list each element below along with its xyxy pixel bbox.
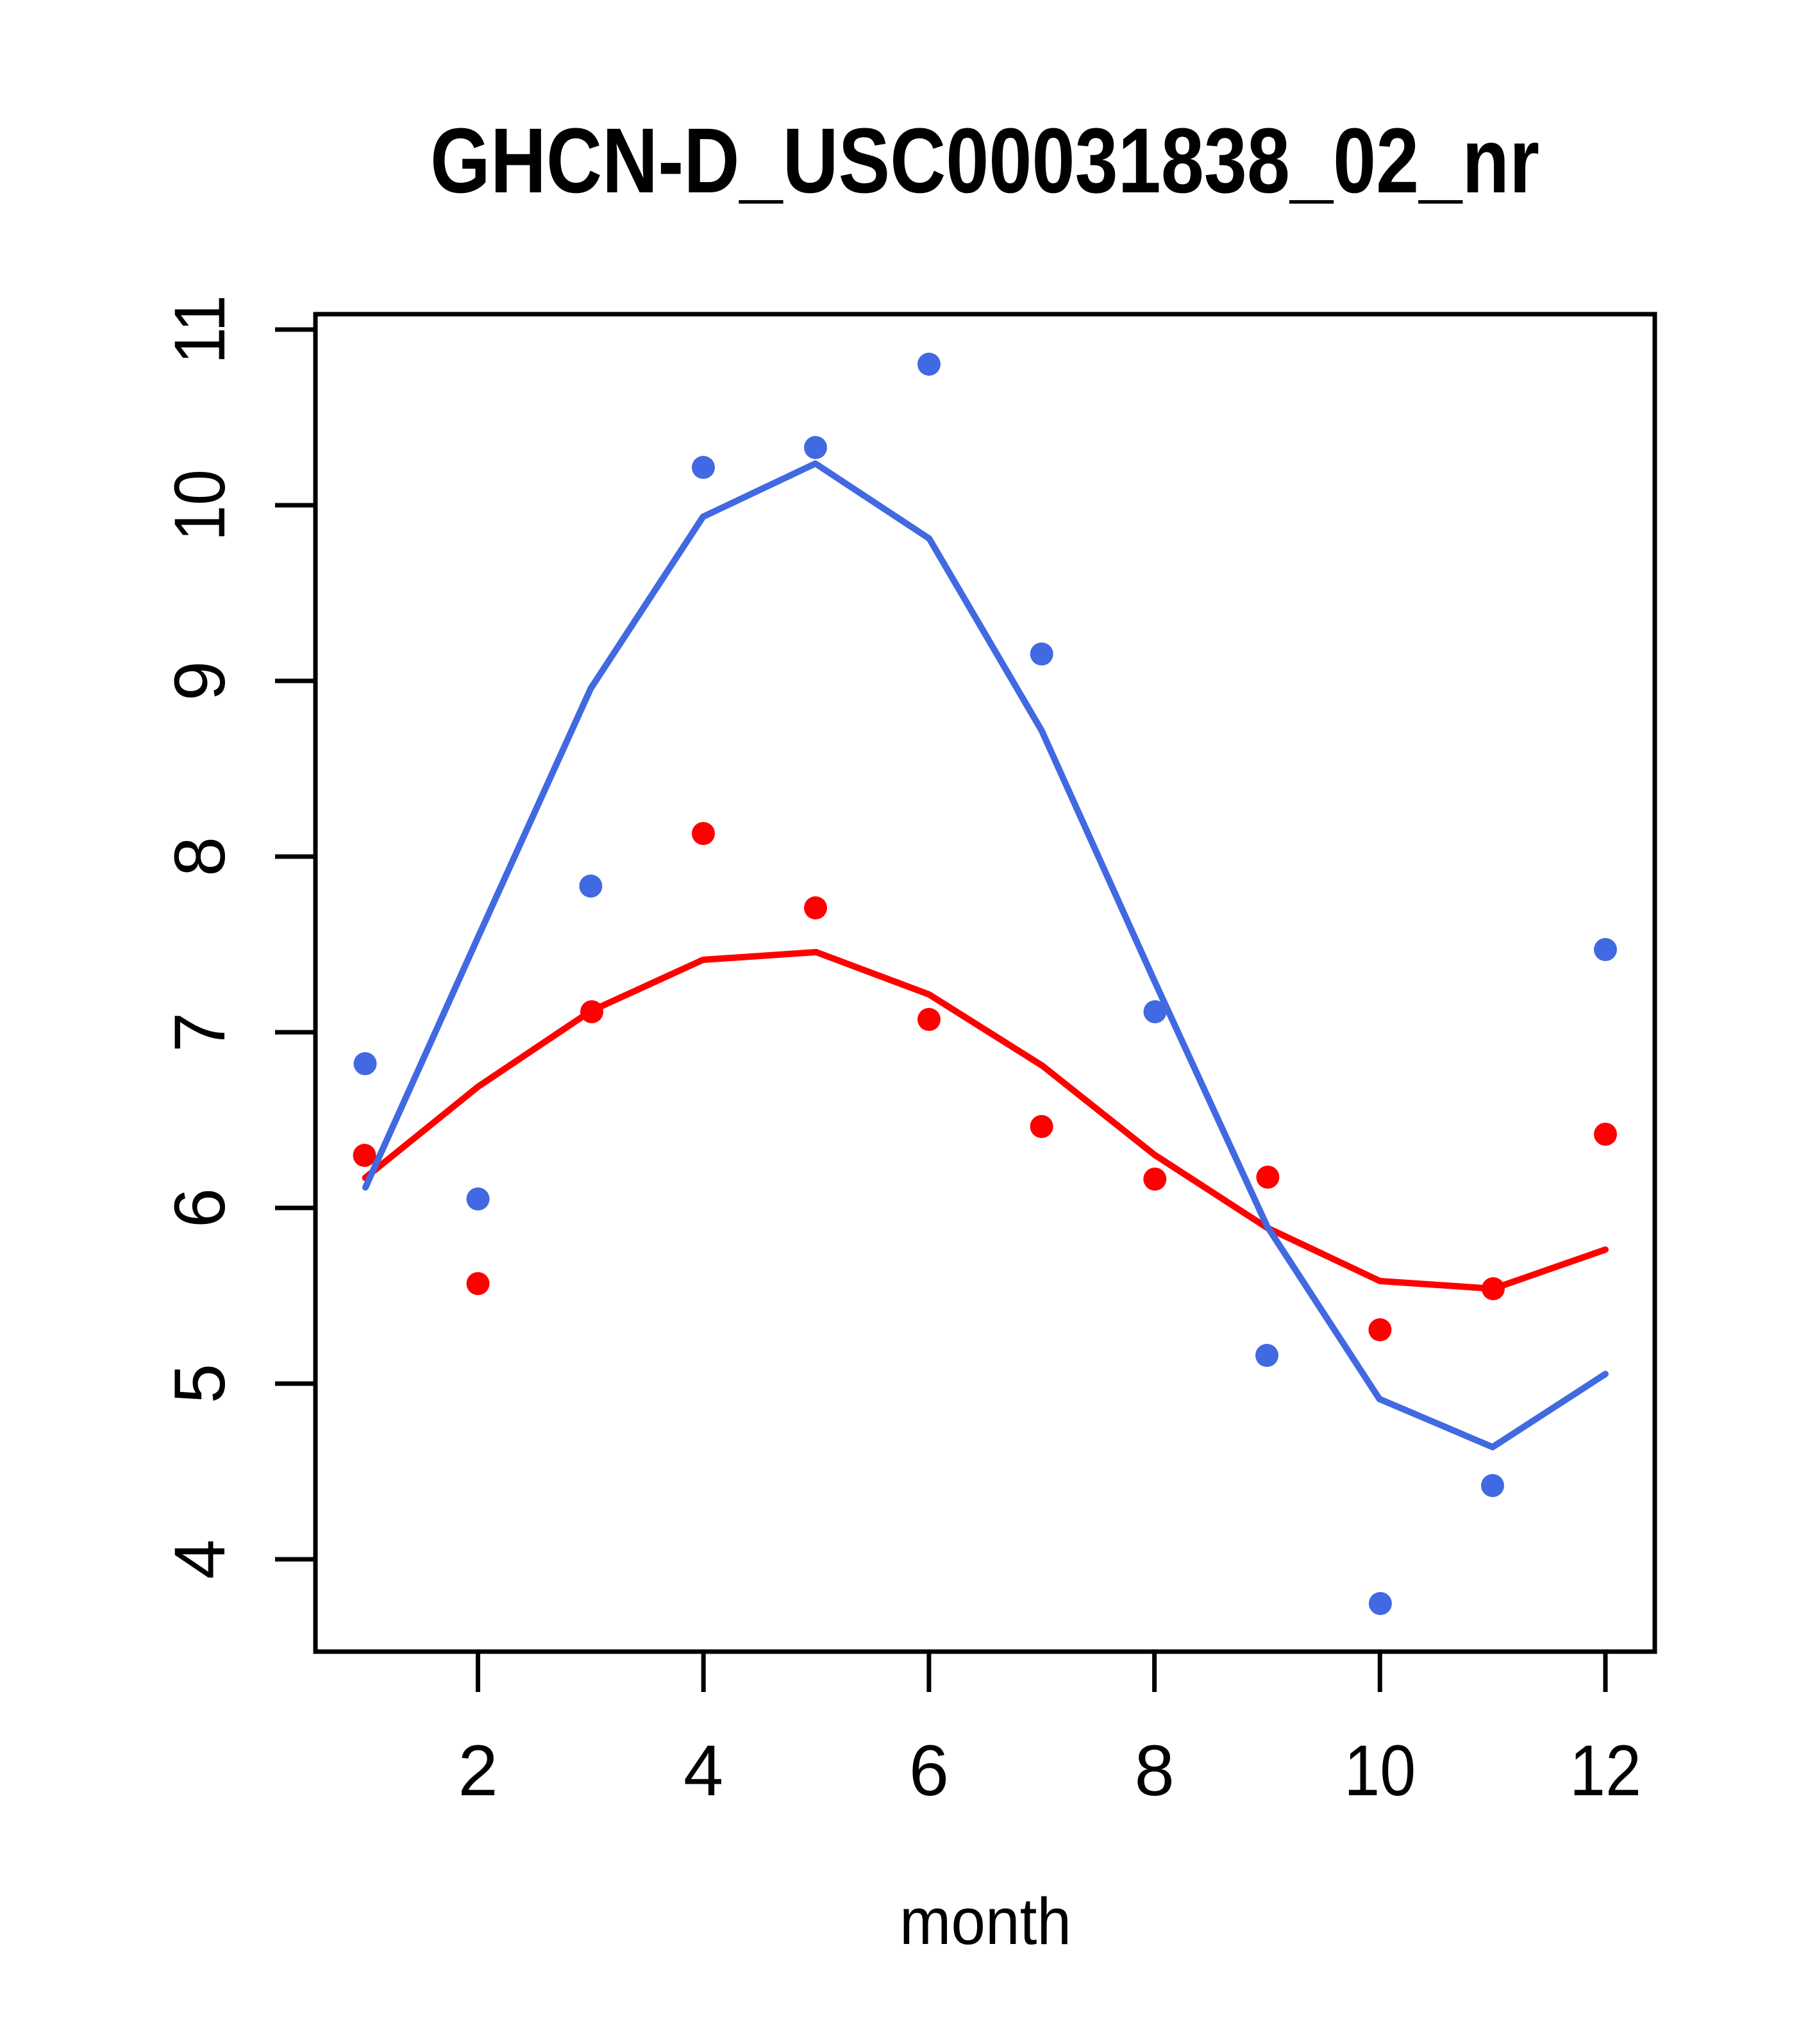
svg-text:7: 7 <box>160 1012 240 1052</box>
svg-text:4: 4 <box>683 1730 723 1811</box>
svg-text:4: 4 <box>160 1539 240 1579</box>
svg-text:month: month <box>900 1884 1071 1958</box>
svg-text:12: 12 <box>1570 1730 1641 1811</box>
svg-text:10: 10 <box>160 469 240 541</box>
svg-text:9: 9 <box>160 661 240 701</box>
svg-text:6: 6 <box>909 1730 949 1811</box>
svg-text:8: 8 <box>1134 1730 1174 1811</box>
svg-text:GHCN-D_USC00031838_02_nr: GHCN-D_USC00031838_02_nr <box>430 109 1539 212</box>
svg-text:11: 11 <box>160 295 240 364</box>
svg-text:2: 2 <box>458 1730 498 1811</box>
svg-text:6: 6 <box>160 1188 240 1228</box>
svg-text:5: 5 <box>160 1364 240 1403</box>
svg-text:10: 10 <box>1344 1730 1416 1811</box>
svg-text:8: 8 <box>160 837 240 876</box>
